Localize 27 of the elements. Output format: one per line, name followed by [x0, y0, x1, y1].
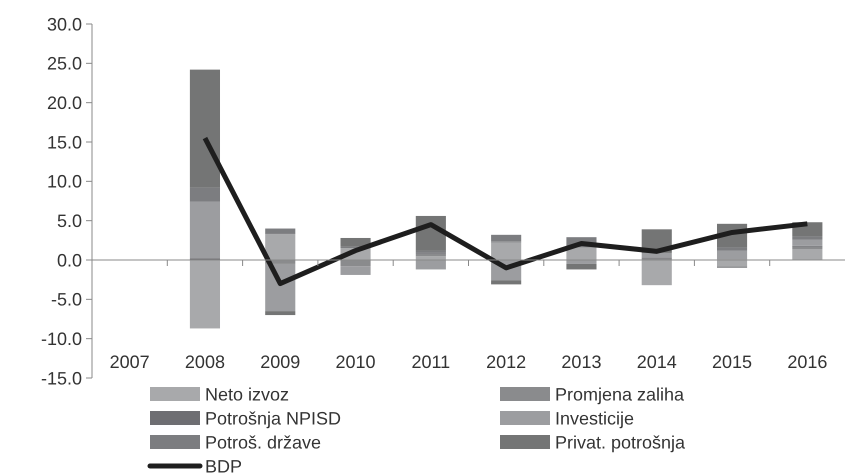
x-tick-label: 2010	[336, 352, 376, 372]
x-tick-label: 2013	[561, 352, 602, 372]
y-tick-label: 0.0	[56, 250, 82, 270]
legend-label: Potrošnja NPISD	[205, 408, 342, 428]
y-tick-label: 5.0	[56, 210, 82, 231]
x-tick-label: 2015	[712, 352, 752, 372]
y-tick-label: -15.0	[40, 368, 82, 388]
x-tick-label: 2014	[636, 352, 677, 372]
y-tick-label: -5.0	[50, 290, 82, 310]
x-tick-label: 2011	[411, 352, 450, 372]
legend-label: Promjena zaliha	[555, 384, 686, 404]
y-tick-label: 25.0	[46, 54, 82, 74]
y-tick-label: 15.0	[46, 132, 82, 152]
x-tick-label: 2007	[110, 352, 150, 372]
legend-label: Privat. potrošnja	[555, 432, 686, 452]
y-tick-label: -10.0	[40, 328, 82, 349]
x-tick-label: 2008	[184, 352, 225, 372]
legend-label: BDP	[205, 456, 242, 474]
x-tick-label: 2009	[260, 352, 300, 372]
legend-label: Investicije	[555, 408, 634, 428]
y-tick-label: 10.0	[46, 172, 82, 192]
legend-label: Neto izvoz	[205, 384, 290, 404]
y-tick-label: 20.0	[46, 92, 82, 113]
x-tick-label: 2016	[787, 352, 828, 372]
y-tick-label: 30.0	[46, 14, 82, 34]
x-tick-label: 2012	[486, 352, 526, 372]
legend-label: Potroš. države	[205, 432, 322, 452]
